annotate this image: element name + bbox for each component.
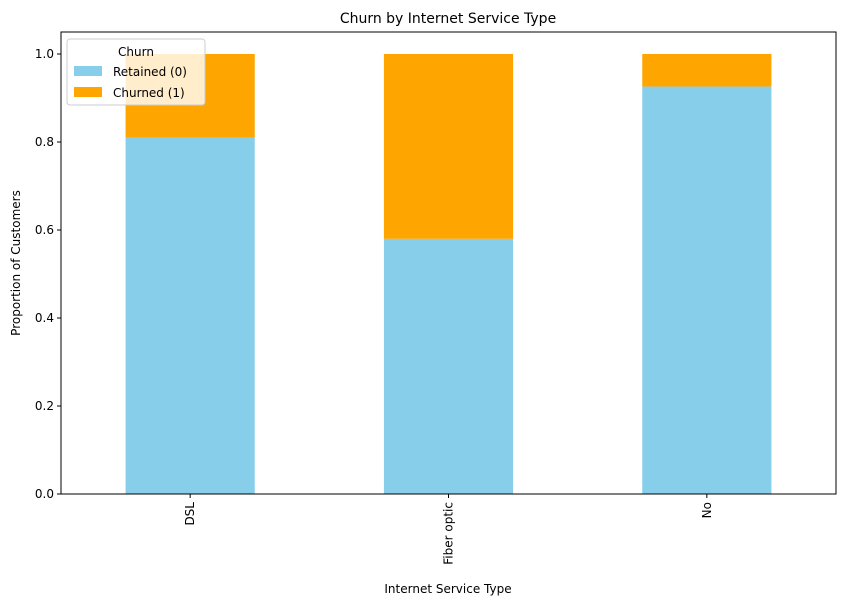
y-tick-label: 0.8 [35,135,54,149]
x-tick-label-no: No [700,502,714,518]
legend: Churn Retained (0) Churned (1) [66,38,206,106]
legend-title: Churn [118,45,154,59]
legend-swatch-churned [74,87,102,97]
y-tick-label: 0.6 [35,223,54,237]
y-axis-label: Proportion of Customers [9,190,23,336]
x-axis-label: Internet Service Type [384,582,511,596]
y-axis: 0.0 0.2 0.4 0.6 0.8 1.0 [35,47,61,501]
bar-fiber-optic-churned [383,54,514,239]
chart-title: Churn by Internet Service Type [340,11,556,27]
bar-fiber-optic-retained [383,238,514,494]
y-tick-label: 0.0 [35,487,54,501]
bar-no-retained [642,86,772,494]
x-tick-label-fiber-optic: Fiber optic [442,502,456,565]
legend-swatch-retained [74,66,102,76]
bar-dsl-retained [125,137,255,494]
y-tick-label: 0.4 [35,311,54,325]
x-tick-label-dsl: DSL [183,502,197,526]
legend-label-retained: Retained (0) [113,65,187,79]
legend-label-churned: Churned (1) [113,86,185,100]
y-tick-label: 1.0 [35,47,54,61]
bar-no-churned [642,54,772,87]
x-axis: DSL Fiber optic No [183,494,714,565]
bars-group [125,54,772,494]
y-tick-label: 0.2 [35,399,54,413]
